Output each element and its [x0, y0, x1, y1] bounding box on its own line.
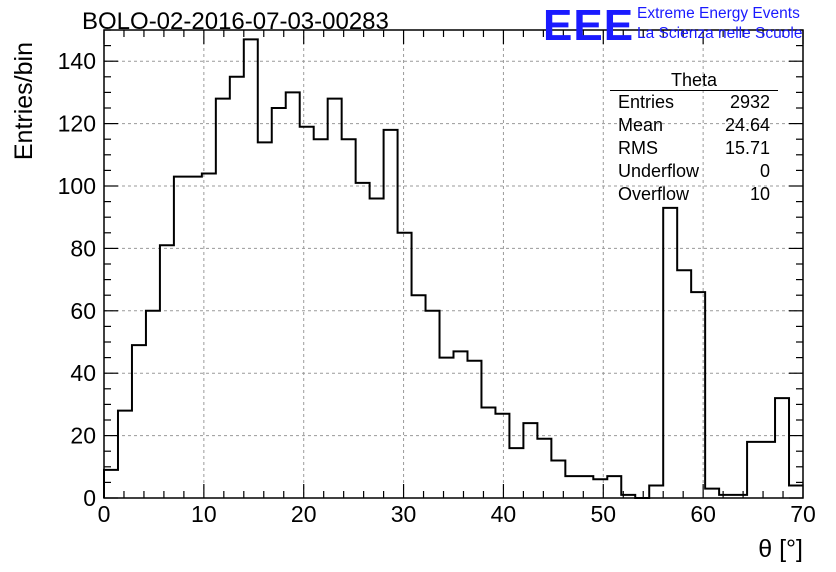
grid-lines: [104, 30, 803, 498]
x-tick-label: 70: [790, 501, 816, 527]
stats-value: 24.64: [724, 115, 770, 135]
stats-label: Overflow: [618, 184, 690, 204]
y-tick-label: 0: [83, 485, 96, 511]
x-tick-label: 50: [590, 501, 616, 527]
stats-row-entries: Entries 2932: [610, 91, 778, 114]
logo-line-2: La Scienza nelle Scuole: [637, 25, 803, 42]
stats-row-overflow: Overflow 10: [610, 183, 778, 206]
y-tick-label: 40: [70, 360, 96, 386]
y-axis-label: Entries/bin: [10, 42, 38, 160]
x-tick-label: 10: [191, 501, 217, 527]
stats-label: Underflow: [618, 161, 700, 181]
histogram-series: [103, 38, 803, 499]
stats-value: 10: [749, 184, 770, 204]
y-tick-label: 60: [70, 298, 96, 324]
y-tick-label: 120: [58, 111, 96, 137]
stats-row-rms: RMS 15.71: [610, 137, 778, 160]
logo-line-1: Extreme Energy Events: [637, 5, 800, 22]
chart-title: BOLO-02-2016-07-03-00283: [82, 8, 389, 35]
stats-label: Mean: [618, 115, 664, 135]
y-tick-labels: 0 20 40 60 80 100 120 140: [58, 48, 96, 511]
y-tick-label: 140: [58, 48, 96, 74]
stats-title: Theta: [610, 70, 778, 91]
stats-value: 15.71: [724, 138, 770, 158]
stats-box: Theta Entries 2932 Mean 24.64 RMS 15.71 …: [610, 70, 778, 206]
x-tick-label: 0: [98, 501, 111, 527]
x-axis-label: θ [°]: [758, 535, 803, 563]
stats-row-underflow: Underflow 0: [610, 160, 778, 183]
x-tick-label: 40: [491, 501, 517, 527]
y-tick-label: 20: [70, 423, 96, 449]
axis-ticks: [103, 29, 804, 499]
stats-row-mean: Mean 24.64: [610, 114, 778, 137]
stats-value: 0: [759, 161, 770, 181]
eee-logo: EEE: [543, 1, 635, 50]
x-tick-labels: 0 10 20 30 40 50 60 70: [98, 501, 816, 527]
x-tick-label: 60: [690, 501, 716, 527]
stats-label: Entries: [618, 92, 675, 112]
stats-label: RMS: [618, 138, 658, 158]
logo-caption: Extreme Energy Events La Scienza nelle S…: [637, 4, 802, 44]
stats-value: 2932: [729, 92, 770, 112]
y-tick-label: 100: [58, 173, 96, 199]
x-tick-label: 20: [291, 501, 317, 527]
x-tick-label: 30: [391, 501, 417, 527]
y-tick-label: 80: [70, 235, 96, 261]
